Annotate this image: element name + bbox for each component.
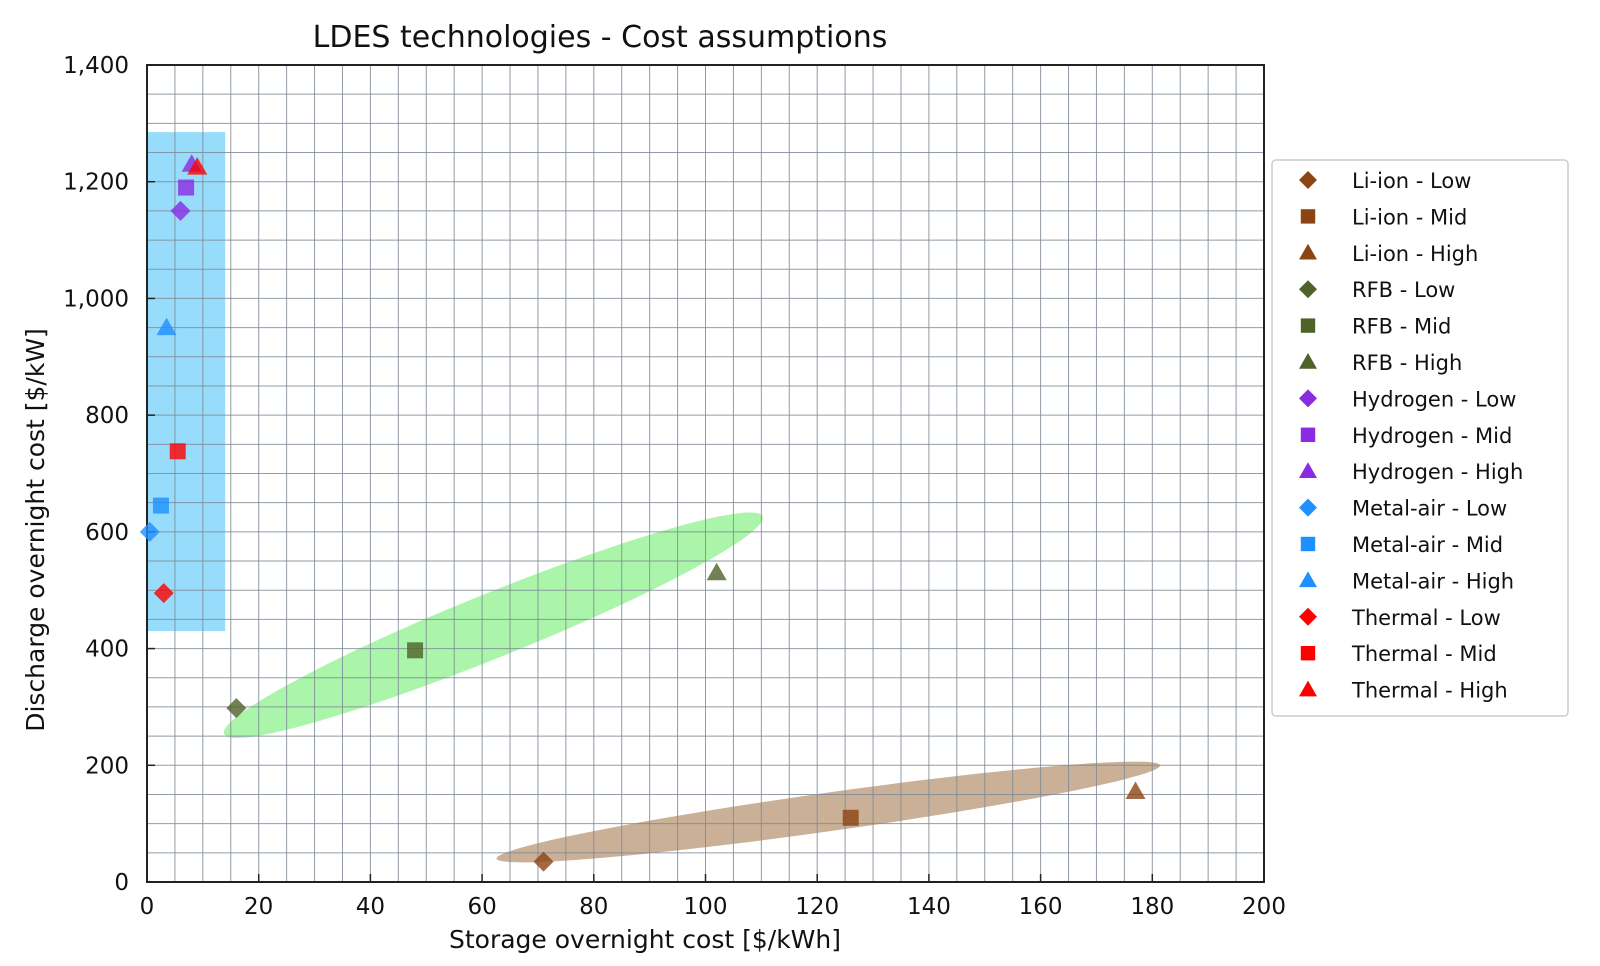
- point-thermal-mid: [169, 443, 186, 460]
- point-hydrogen-low: [170, 200, 191, 221]
- legend-label-li-ion-high: Li-ion - High: [1352, 242, 1478, 266]
- y-tick-label: 0: [114, 870, 129, 896]
- y-tick-label: 200: [85, 753, 129, 779]
- point-li-ion-low: [533, 851, 554, 872]
- legend-marker-li-ion-high: [1299, 243, 1317, 260]
- x-tick-label: 160: [1019, 894, 1063, 920]
- x-tick-label: 0: [140, 894, 155, 920]
- legend-label-thermal-high: Thermal - High: [1351, 679, 1508, 703]
- y-tick-label: 1,200: [63, 170, 129, 196]
- point-rfb-mid: [407, 642, 424, 659]
- legend-marker-thermal-low: [1299, 607, 1317, 626]
- point-thermal-low: [153, 583, 174, 604]
- x-tick-label: 80: [579, 894, 608, 920]
- legend-label-thermal-mid: Thermal - Mid: [1351, 642, 1497, 666]
- point-thermal-high: [187, 157, 208, 175]
- legend-label-metal-air-high: Metal-air - High: [1352, 569, 1514, 593]
- grid-lines: [147, 65, 1264, 882]
- x-tick-label: 140: [907, 894, 951, 920]
- legend-label-metal-air-low: Metal-air - Low: [1352, 497, 1507, 521]
- x-tick-label: 120: [795, 894, 839, 920]
- point-rfb-low: [226, 698, 247, 719]
- y-axis-label: Discharge overnight cost [$/kW]: [21, 328, 50, 732]
- rfb-ellipse: [223, 512, 763, 739]
- legend-marker-li-ion-mid: [1300, 209, 1316, 224]
- point-metal-air-mid: [152, 497, 169, 514]
- y-tick-label: 600: [85, 520, 129, 546]
- legend-marker-thermal-mid: [1300, 646, 1316, 661]
- legend-marker-hydrogen-high: [1299, 462, 1317, 478]
- legend: Li-ion - Low Li-ion - Mid Li-ion - High RFB…: [1271, 159, 1569, 717]
- point-hydrogen-mid: [178, 179, 195, 196]
- legend-marker-hydrogen-mid: [1300, 427, 1316, 442]
- highlight-regions: [147, 132, 1161, 863]
- point-metal-air-high: [156, 317, 177, 336]
- legend-marker-rfb-low: [1299, 280, 1317, 299]
- x-tick-label: 180: [1130, 894, 1174, 920]
- legend-label-rfb-mid: RFB - Mid: [1352, 315, 1451, 339]
- point-rfb-high: [706, 562, 727, 581]
- legend-label-li-ion-low: Li-ion - Low: [1352, 169, 1471, 193]
- legend-label-hydrogen-low: Hydrogen - Low: [1352, 387, 1516, 411]
- li-ion-ellipse: [496, 761, 1161, 863]
- legend-marker-rfb-mid: [1300, 318, 1316, 333]
- legend-marker-rfb-high: [1299, 353, 1317, 369]
- x-tick-label: 40: [356, 894, 385, 920]
- legend-label-hydrogen-high: Hydrogen - High: [1352, 460, 1523, 484]
- legend-marker-li-ion-low: [1299, 171, 1317, 189]
- legend-label-hydrogen-mid: Hydrogen - Mid: [1352, 424, 1512, 448]
- legend-marker-hydrogen-low: [1299, 389, 1317, 408]
- legend-label-metal-air-mid: Metal-air - Mid: [1352, 533, 1503, 557]
- legend-label-rfb-low: RFB - Low: [1352, 278, 1455, 302]
- x-tick-label: 200: [1242, 894, 1286, 920]
- legend-marker-metal-air-high: [1299, 571, 1317, 588]
- y-tick-label: 1,400: [63, 53, 129, 79]
- legend-label-rfb-high: RFB - High: [1352, 351, 1462, 375]
- y-axis-ticks: 0 200 400 600 800 1,000 1,200 1,400: [63, 53, 155, 896]
- legend-marker-metal-air-mid: [1300, 536, 1316, 552]
- chart-title: LDES technologies - Cost assumptions: [313, 20, 888, 55]
- x-axis-label: Storage overnight cost [$/kWh]: [449, 925, 841, 954]
- legend-label-li-ion-mid: Li-ion - Mid: [1352, 205, 1467, 229]
- x-axis-ticks: 0 20 40 60 80 100 120 140 160 180 200: [140, 874, 1286, 920]
- data-points: [139, 154, 1146, 872]
- point-metal-air-low: [139, 521, 160, 542]
- y-tick-label: 1,000: [63, 286, 129, 312]
- legend-frame: [1271, 159, 1569, 717]
- legend-label-thermal-low: Thermal - Low: [1351, 606, 1501, 630]
- x-tick-label: 100: [684, 894, 728, 920]
- legend-marker-thermal-high: [1299, 680, 1317, 697]
- y-tick-label: 800: [85, 403, 129, 429]
- y-tick-label: 400: [85, 637, 129, 663]
- x-tick-label: 60: [467, 894, 496, 920]
- point-li-ion-mid: [842, 809, 859, 826]
- x-tick-label: 20: [244, 894, 273, 920]
- point-li-ion-high: [1125, 781, 1146, 800]
- legend-marker-metal-air-low: [1299, 498, 1317, 517]
